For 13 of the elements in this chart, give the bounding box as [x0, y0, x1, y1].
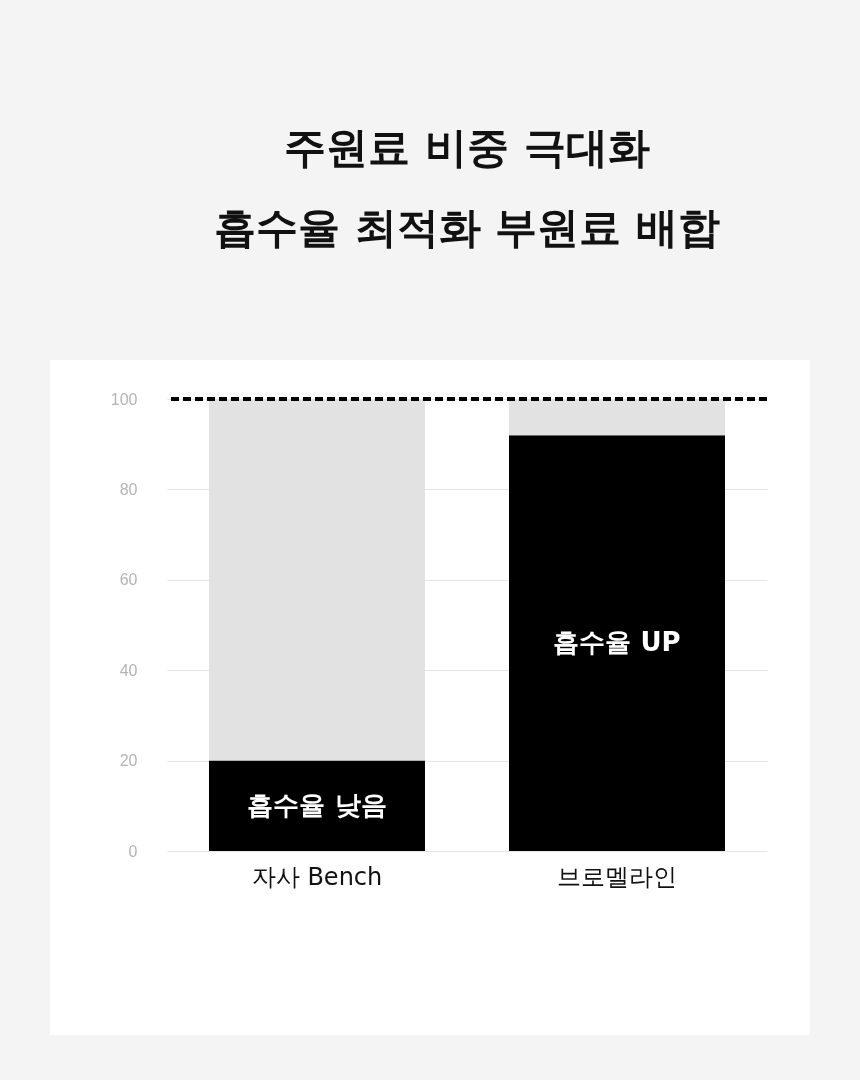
- y-tick-label: 40: [119, 661, 138, 679]
- y-tick-label: 60: [119, 571, 138, 589]
- x-tick-label: 자사 Bench: [251, 862, 383, 891]
- y-tick-label: 80: [119, 480, 138, 498]
- y-tick-label: 100: [110, 390, 138, 408]
- annotation: 흡수율 낮음: [247, 789, 387, 820]
- bar: [509, 435, 725, 851]
- annotation: 흡수율 UP: [553, 627, 681, 658]
- chart-title: 주원료 비중 극대화 흡수율 최적화 부원료 배합: [214, 123, 720, 252]
- x-tick-label: 브로멜라인: [557, 862, 677, 891]
- y-tick-label: 0: [128, 842, 138, 860]
- y-tick-label: 20: [119, 752, 138, 770]
- bar: [209, 760, 425, 851]
